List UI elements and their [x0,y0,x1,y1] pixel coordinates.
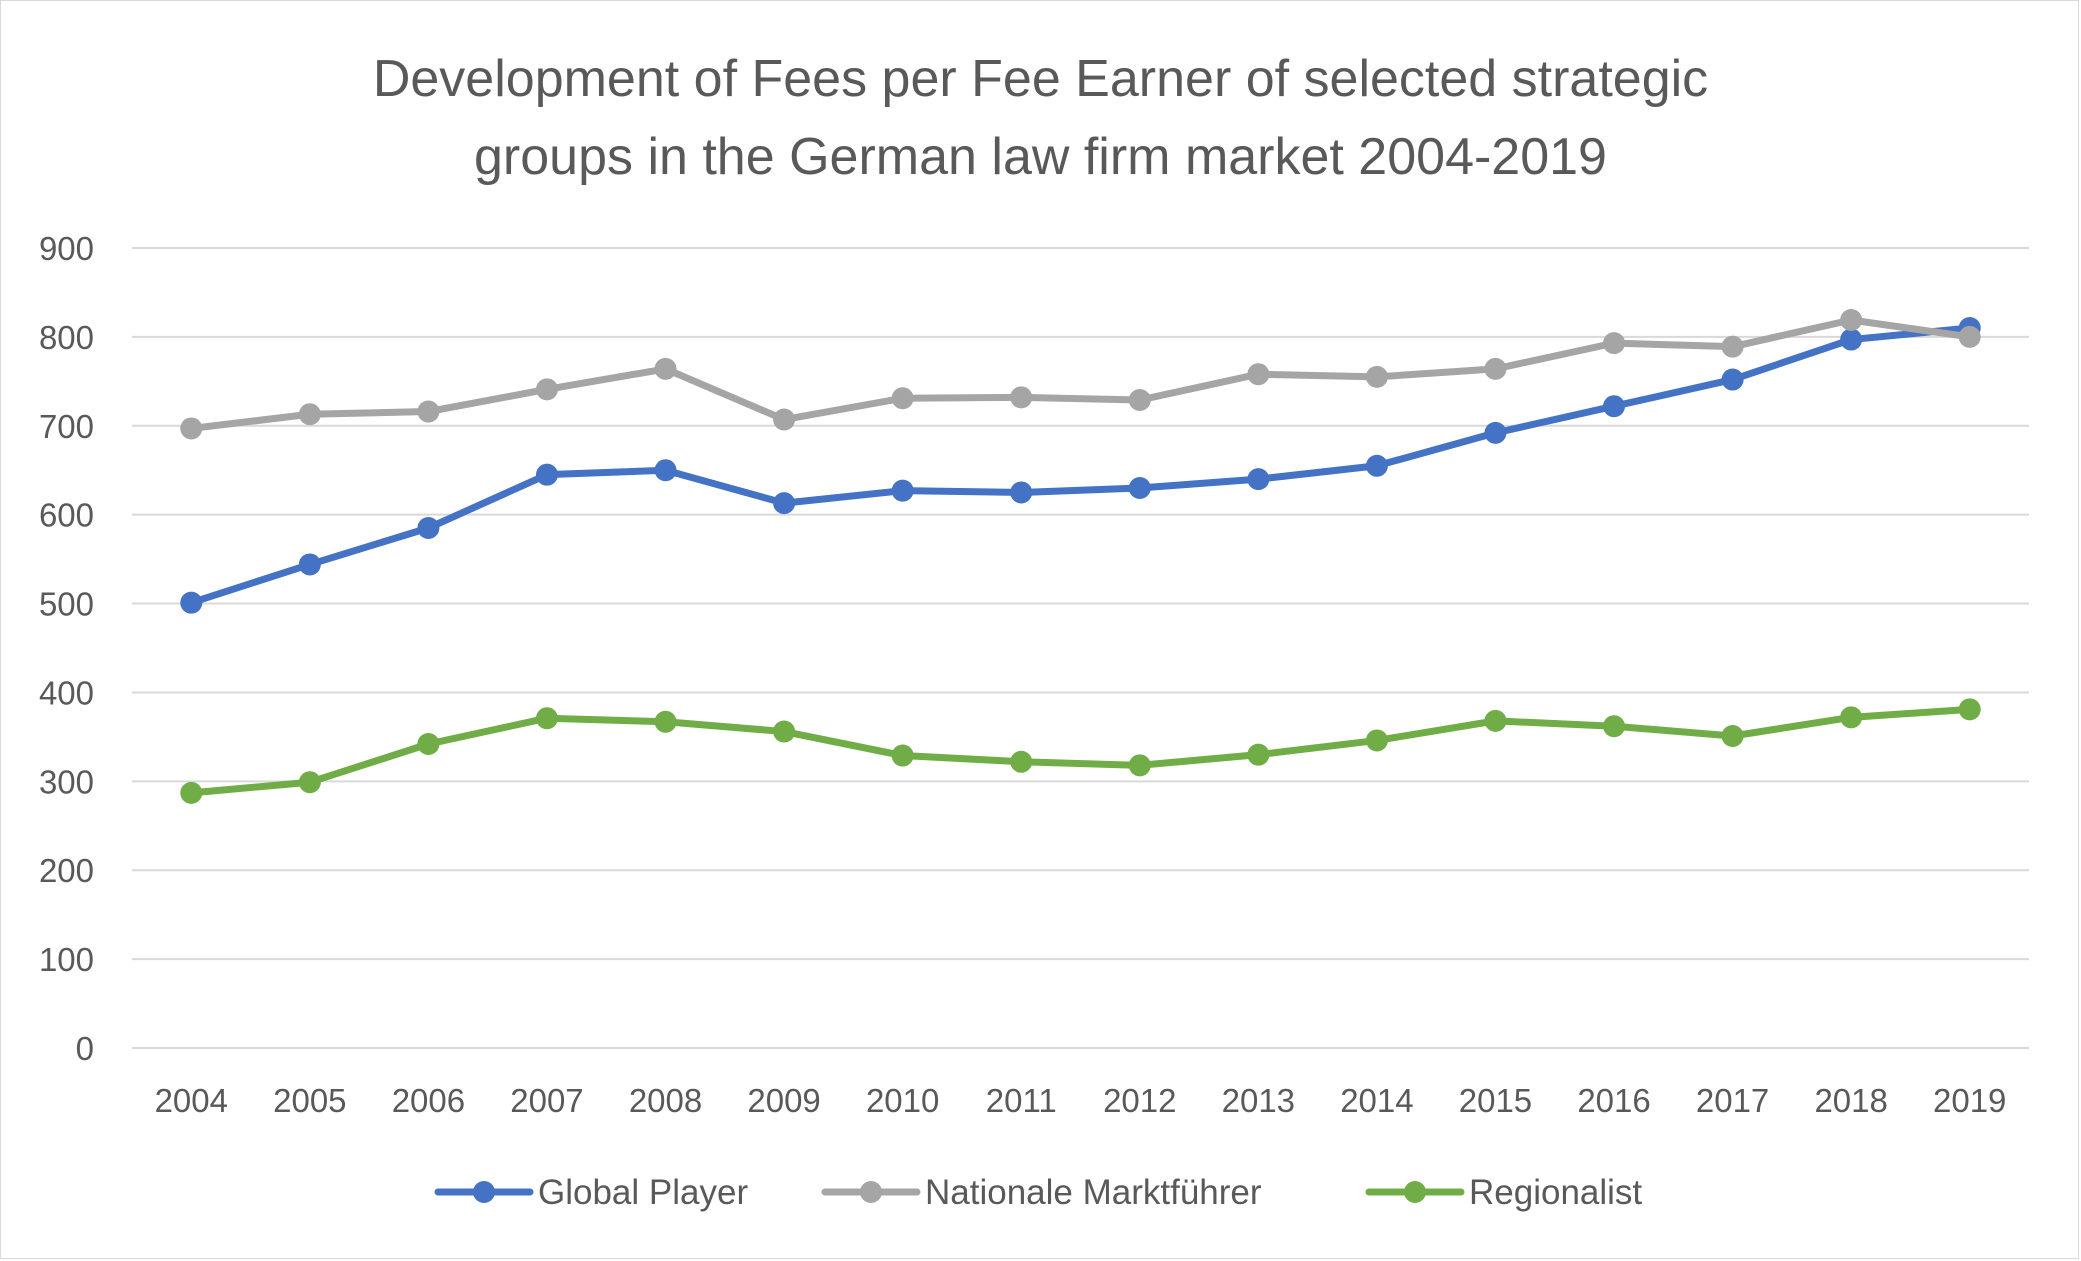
data-point [1958,325,1981,348]
series-0 [180,317,1981,614]
data-point [535,463,558,486]
series-2 [180,698,1981,804]
data-point [1128,754,1151,777]
data-point [1247,363,1270,386]
series-line [187,705,1974,797]
data-point [1484,421,1507,444]
data-point [1010,386,1033,409]
data-point [1365,454,1388,477]
data-point [1247,743,1270,766]
data-point [1247,468,1270,491]
legend-item-0: Global Player [434,1173,748,1212]
y-tick-label: 0 [76,1030,94,1067]
data-point [1484,709,1507,732]
data-point [180,417,203,440]
legend-label: Regionalist [1469,1173,1642,1212]
series-line [187,316,1974,432]
y-tick-label: 600 [39,497,94,534]
x-tick-label: 2005 [273,1082,346,1119]
data-point [1840,309,1863,331]
x-tick-label: 2016 [1577,1082,1650,1119]
legend-label: Global Player [538,1173,748,1212]
y-tick-label: 100 [39,941,94,978]
chart-title-line-1: Development of Fees per Fee Earner of se… [372,50,1709,108]
x-tick-label: 2009 [747,1082,820,1119]
x-tick-label: 2013 [1222,1082,1295,1119]
data-point [891,387,914,410]
x-tick-label: 2006 [392,1082,465,1119]
data-point [180,591,203,614]
chart-title-line-2: groups in the German law firm market 200… [474,128,1607,186]
data-point [298,771,321,794]
data-point [1484,357,1507,380]
legend-marker [860,1181,882,1203]
data-point [1010,481,1033,504]
data-point [535,707,558,730]
data-point [1603,332,1626,355]
x-tick-label: 2008 [629,1082,702,1119]
data-point [773,408,796,431]
data-point [180,781,203,804]
data-point [773,492,796,515]
y-tick-label: 500 [39,586,94,623]
data-point [1603,715,1626,738]
data-point [1128,477,1151,499]
data-point [298,403,321,426]
data-point [1958,698,1981,721]
y-axis-ticks: 0 100 200 300 400 500 600 700 800 900 [39,230,94,1067]
legend-item-1: Nationale Marktführer [821,1173,1262,1212]
data-point [891,479,914,502]
x-tick-label: 2015 [1459,1082,1532,1119]
data-point [535,378,558,401]
data-point [773,720,796,743]
data-point [1128,389,1151,411]
data-point [1840,328,1863,351]
x-tick-label: 2019 [1933,1082,2006,1119]
legend: Global Player Nationale Marktführer Region… [434,1173,1642,1212]
data-point [417,733,440,755]
x-tick-label: 2012 [1103,1082,1176,1119]
data-point [298,553,321,576]
series-group [180,309,1981,804]
data-point [891,744,914,767]
data-point [1721,368,1744,391]
data-point [1840,706,1863,729]
y-tick-label: 400 [39,674,94,711]
x-tick-label: 2014 [1340,1082,1413,1119]
data-point [654,357,677,380]
gridlines [132,247,2029,1049]
y-tick-label: 900 [39,230,94,267]
data-point [1365,365,1388,388]
data-point [1010,750,1033,773]
data-point [1603,395,1626,418]
y-tick-label: 800 [39,319,94,356]
x-tick-label: 2007 [510,1082,583,1119]
data-point [1365,729,1388,752]
x-tick-label: 2010 [866,1082,939,1119]
data-point [417,400,440,423]
chart-title: Development of Fees per Fee Earner of se… [0,40,2081,196]
data-point [417,517,440,539]
data-point [654,710,677,733]
x-tick-label: 2011 [986,1082,1057,1119]
series-1 [180,309,1981,440]
x-tick-label: 2017 [1696,1082,1769,1119]
y-tick-label: 300 [39,763,94,800]
x-tick-label: 2004 [155,1082,228,1119]
data-point [1721,335,1744,358]
data-point [654,459,677,482]
x-axis-ticks: 2004 2005 2006 2007 2008 2009 2010 2011 2012 2013… [155,1082,2007,1119]
legend-marker [473,1181,495,1203]
x-tick-label: 2018 [1814,1082,1887,1119]
series-line [187,324,1974,607]
y-tick-label: 200 [39,852,94,889]
y-tick-label: 700 [39,408,94,445]
data-point [1721,725,1744,747]
legend-label: Nationale Marktführer [925,1173,1262,1212]
legend-marker [1404,1181,1426,1203]
legend-item-2: Regionalist [1365,1173,1642,1212]
